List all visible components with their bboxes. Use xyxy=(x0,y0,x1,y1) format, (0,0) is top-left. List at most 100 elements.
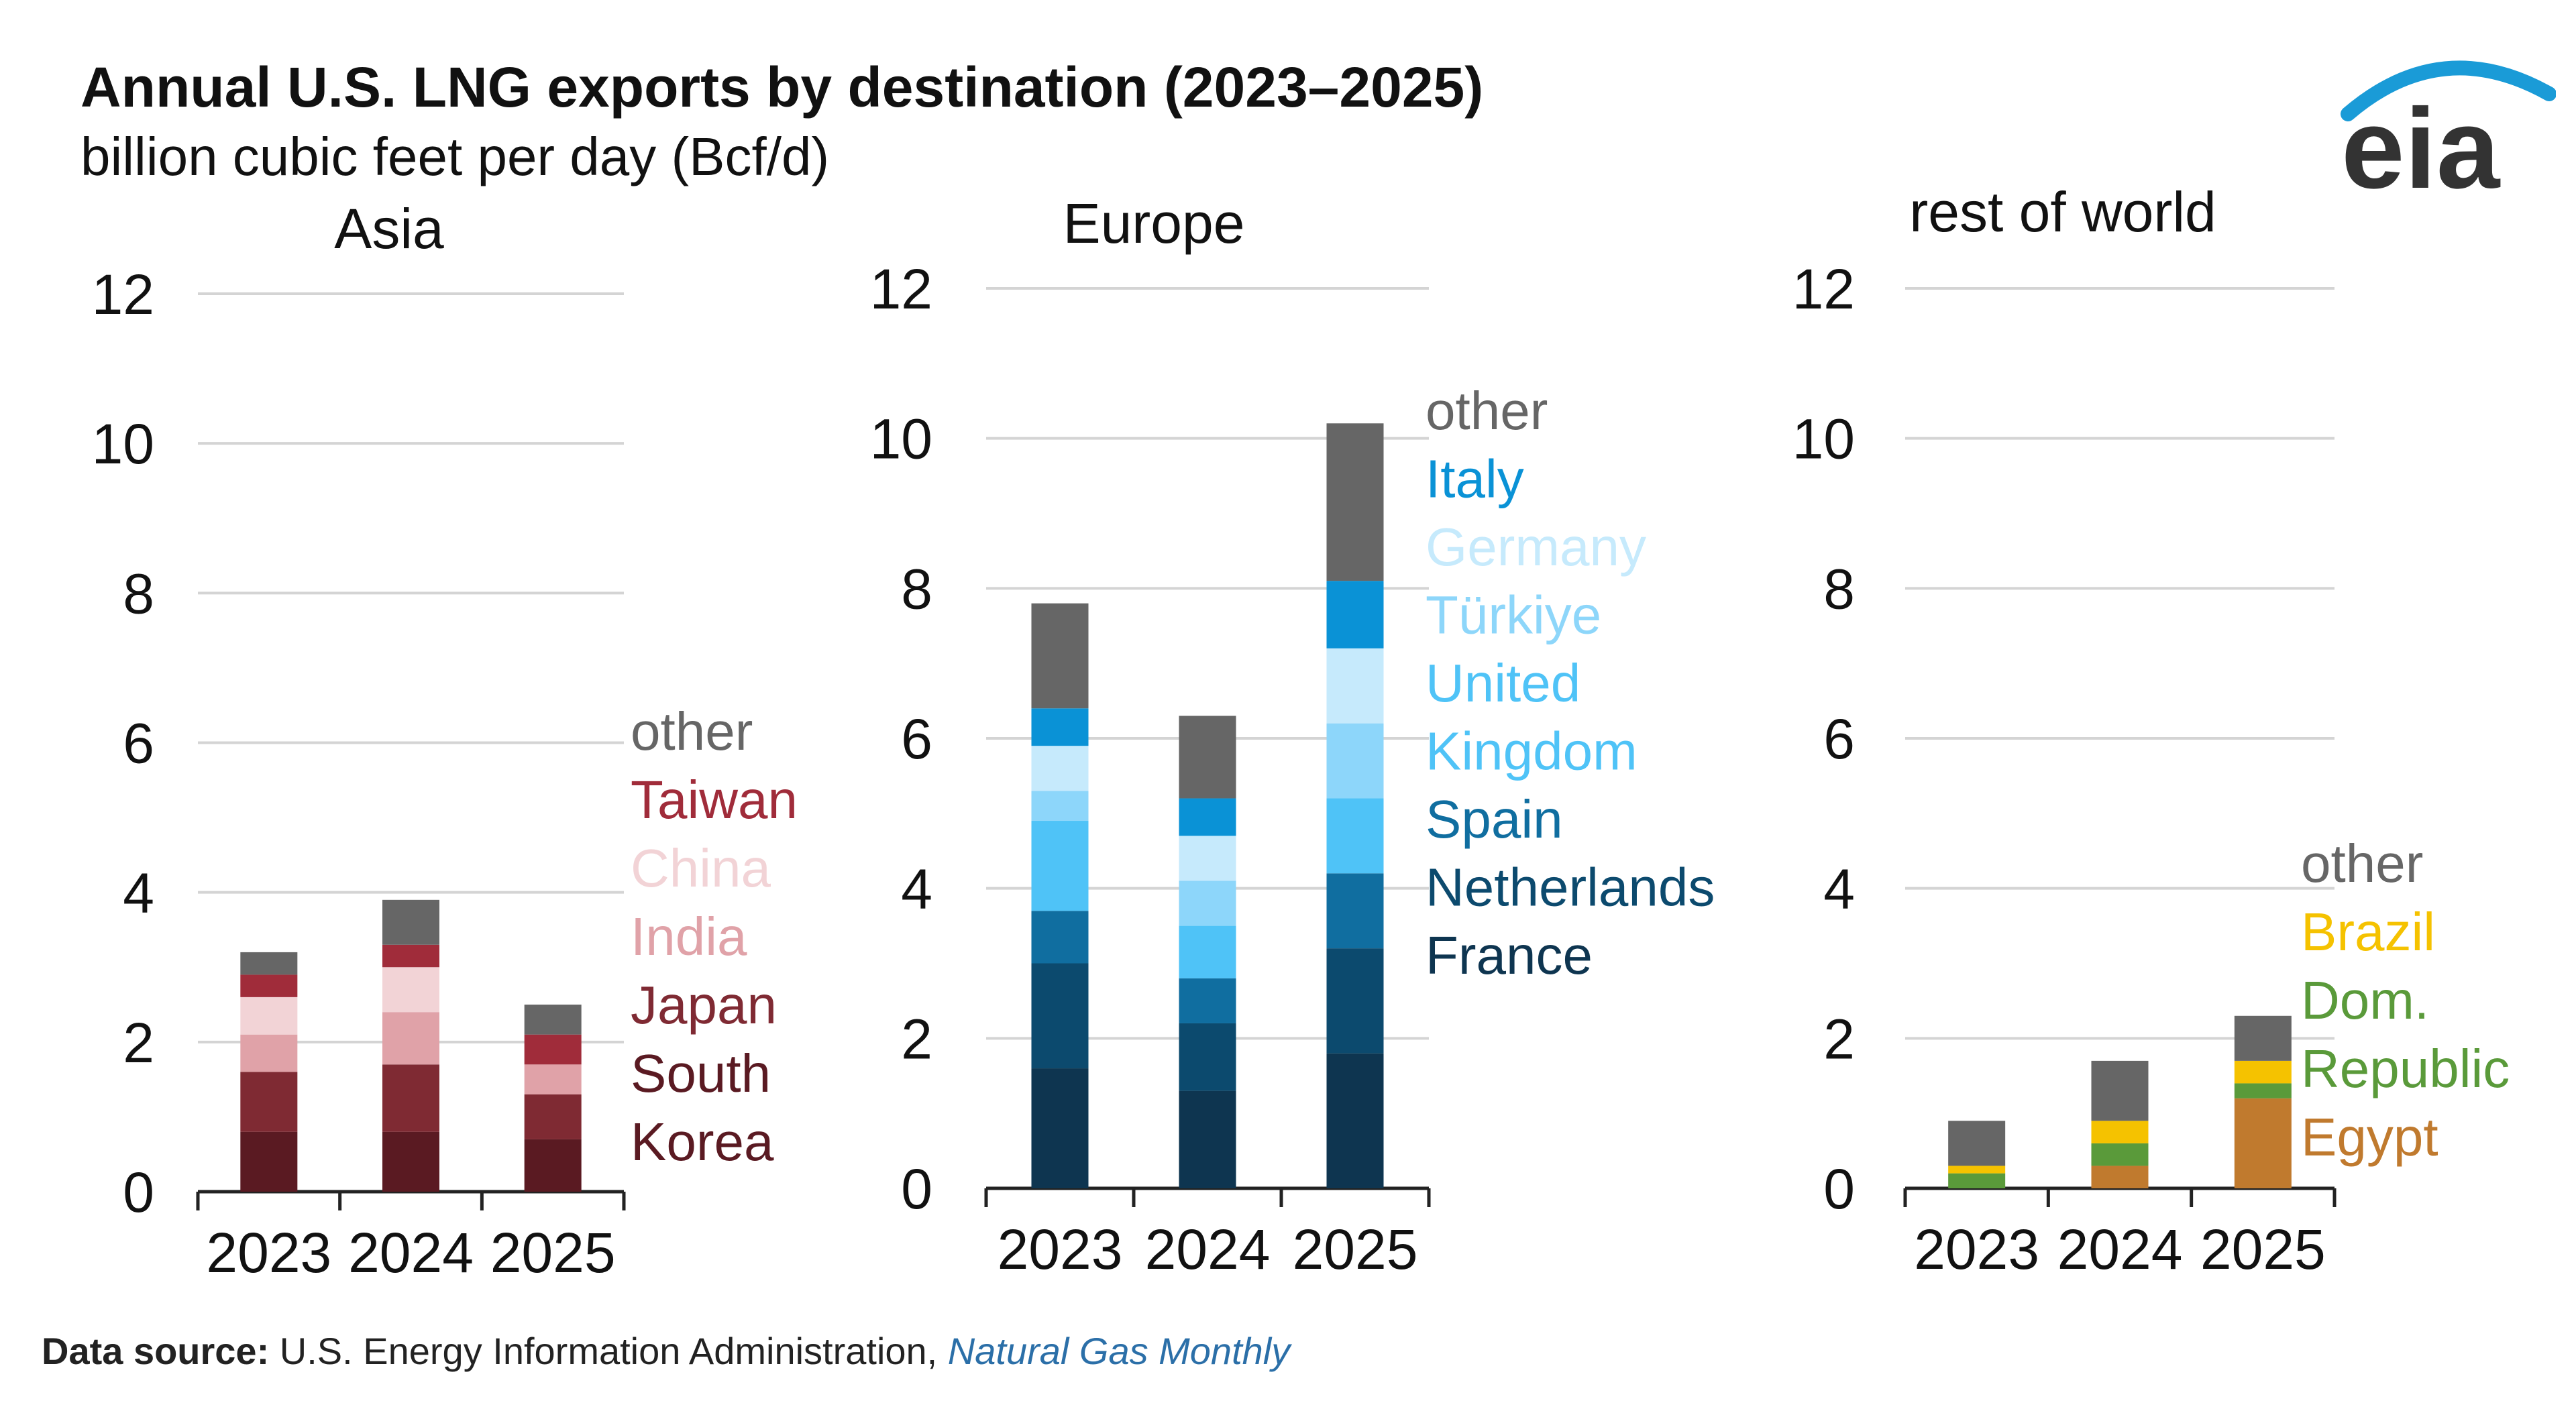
bar-segment-united-kingdom xyxy=(1326,798,1384,874)
x-tick-label: 2023 xyxy=(998,1218,1123,1281)
legend-label: Spain xyxy=(1426,789,1563,849)
bar-segment-taiwan xyxy=(382,944,439,968)
bar-segment-dom-republic xyxy=(1948,1173,2006,1188)
chart-title: Annual U.S. LNG exports by destination (… xyxy=(80,56,1484,119)
y-tick-label: 6 xyxy=(1823,708,1855,771)
x-tick-label: 2025 xyxy=(490,1221,616,1284)
legend-label: other xyxy=(2301,834,2423,893)
bar-segment-other xyxy=(1031,603,1089,709)
y-tick-label: 6 xyxy=(901,708,932,771)
legend-label: Japan xyxy=(631,975,777,1035)
bar-segment-south-korea xyxy=(240,1131,298,1192)
y-tick-label: 10 xyxy=(870,408,932,471)
bar-segment-t-rkiye xyxy=(1179,881,1236,926)
y-tick-label: 4 xyxy=(1823,858,1855,921)
bar-segment-brazil xyxy=(2234,1060,2292,1084)
y-tick-label: 2 xyxy=(1823,1007,1855,1070)
y-tick-label: 0 xyxy=(901,1157,932,1221)
bar-segment-taiwan xyxy=(524,1034,582,1065)
bar-segment-spain xyxy=(1179,978,1236,1023)
bar-segment-japan xyxy=(382,1064,439,1132)
x-tick-label: 2023 xyxy=(206,1221,331,1284)
y-tick-label: 8 xyxy=(123,562,154,625)
bar-segment-egypt xyxy=(2091,1166,2149,1188)
y-tick-label: 4 xyxy=(123,862,154,925)
bar-segment-china xyxy=(240,997,298,1035)
bar-segment-france xyxy=(1031,1068,1089,1188)
legend-label: United xyxy=(1426,653,1580,713)
bar-segment-germany xyxy=(1326,648,1384,724)
y-tick-label: 8 xyxy=(1823,557,1855,620)
bar-segment-t-rkiye xyxy=(1031,791,1089,822)
bar-segment-dom-republic xyxy=(2091,1143,2149,1166)
y-tick-label: 2 xyxy=(901,1007,932,1070)
legend-label: Türkiye xyxy=(1426,585,1601,645)
y-tick-label: 10 xyxy=(92,412,154,475)
legend-label: India xyxy=(631,907,747,966)
y-tick-label: 0 xyxy=(1823,1157,1855,1221)
legend-label: South xyxy=(631,1043,771,1103)
bar-segment-south-korea xyxy=(382,1131,439,1192)
x-tick-label: 2025 xyxy=(1293,1218,1418,1281)
bar-segment-france xyxy=(1326,1053,1384,1188)
bar-segment-other xyxy=(1326,423,1384,581)
bar-segment-spain xyxy=(1031,911,1089,964)
x-tick-label: 2024 xyxy=(2057,1218,2183,1281)
bar-segment-germany xyxy=(1031,746,1089,791)
bar-segment-other xyxy=(382,899,439,945)
data-source-text: U.S. Energy Information Administration, xyxy=(279,1330,938,1372)
bar-segment-spain xyxy=(1326,873,1384,949)
bar-segment-germany xyxy=(1179,836,1236,881)
bar-segment-china xyxy=(382,967,439,1013)
data-source: Data source: U.S. Energy Information Adm… xyxy=(42,1329,1290,1373)
x-tick-label: 2025 xyxy=(2200,1218,2326,1281)
bar-segment-other xyxy=(524,1005,582,1035)
bar-segment-other xyxy=(2091,1060,2149,1121)
bar-segment-united-kingdom xyxy=(1179,925,1236,978)
bar-segment-brazil xyxy=(2091,1121,2149,1143)
chart-subtitle: billion cubic feet per day (Bcf/d) xyxy=(80,127,830,186)
bar-segment-egypt xyxy=(2234,1098,2292,1188)
logo-text: eia xyxy=(2341,85,2501,201)
legend-label: France xyxy=(1426,925,1593,985)
legend-label: Republic xyxy=(2301,1039,2510,1098)
y-tick-label: 6 xyxy=(123,712,154,775)
y-tick-label: 8 xyxy=(901,557,932,620)
y-tick-label: 12 xyxy=(1792,258,1855,321)
legend-label: Egypt xyxy=(2301,1107,2438,1167)
y-tick-label: 12 xyxy=(92,263,154,326)
legend-label: Netherlands xyxy=(1426,858,1715,917)
bar-segment-dom-republic xyxy=(2234,1083,2292,1098)
legend-label: Germany xyxy=(1426,517,1646,577)
legend-label: Brazil xyxy=(2301,902,2435,962)
bar-segment-italy xyxy=(1031,708,1089,746)
logo-arc xyxy=(2341,60,2556,121)
bar-segment-t-rkiye xyxy=(1326,723,1384,799)
bar-segment-taiwan xyxy=(240,974,298,997)
bar-segment-india xyxy=(382,1012,439,1065)
bar-segment-united-kingdom xyxy=(1031,821,1089,911)
bar-segment-india xyxy=(524,1064,582,1094)
data-source-label: Data source: xyxy=(42,1330,270,1372)
bar-segment-south-korea xyxy=(524,1139,582,1192)
y-tick-label: 10 xyxy=(1792,408,1855,471)
bar-segment-japan xyxy=(240,1072,298,1132)
legend-label: Dom. xyxy=(2301,970,2429,1030)
y-tick-label: 0 xyxy=(123,1161,154,1224)
bar-segment-brazil xyxy=(1948,1166,2006,1174)
bar-segment-netherlands xyxy=(1031,963,1089,1069)
legend-label: Korea xyxy=(631,1112,774,1172)
x-tick-label: 2024 xyxy=(1145,1218,1271,1281)
eia-logo: eia xyxy=(2341,60,2556,201)
bar-segment-italy xyxy=(1326,581,1384,648)
legend-label: Italy xyxy=(1426,449,1524,509)
data-source-publication: Natural Gas Monthly xyxy=(947,1330,1291,1372)
bar-segment-other xyxy=(2234,1015,2292,1061)
panel-title-rest-of-world: rest of world xyxy=(1909,180,2216,243)
bar-segment-netherlands xyxy=(1326,948,1384,1054)
bar-segment-other xyxy=(240,952,298,975)
bar-segment-other xyxy=(1179,716,1236,799)
y-tick-label: 4 xyxy=(901,858,932,921)
x-tick-label: 2024 xyxy=(348,1221,474,1284)
